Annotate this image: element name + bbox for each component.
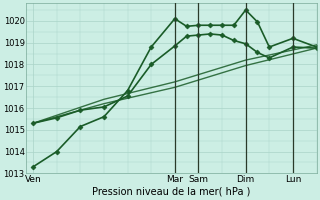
X-axis label: Pression niveau de la mer( hPa ): Pression niveau de la mer( hPa ) (92, 187, 251, 197)
